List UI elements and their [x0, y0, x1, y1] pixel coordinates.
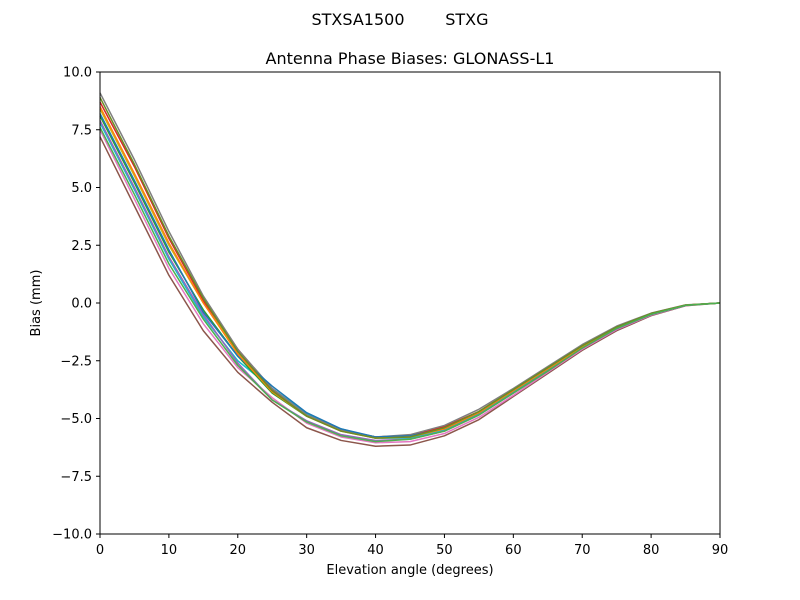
- x-tick-label: 0: [96, 543, 104, 558]
- y-axis-ticks: −10.0 −7.5 −5.0 −2.5 0.0 2.5 5.0 7.5 10.0: [52, 66, 100, 543]
- x-tick-label: 60: [505, 543, 522, 558]
- x-axis-label: Elevation angle (degrees): [326, 563, 493, 578]
- y-axis-label: Bias (mm): [29, 270, 44, 337]
- y-tick-label: 7.5: [71, 123, 92, 138]
- y-tick-label: −7.5: [60, 470, 92, 485]
- series-line-7: [99, 92, 721, 438]
- chart-suptitle: STXSA1500 STXG: [312, 10, 489, 29]
- chart-title: Antenna Phase Biases: GLONASS-L1: [266, 49, 555, 68]
- x-tick-label: 90: [712, 543, 729, 558]
- x-tick-label: 20: [230, 543, 247, 558]
- x-tick-label: 80: [643, 543, 660, 558]
- y-tick-label: 2.5: [71, 239, 92, 254]
- x-tick-label: 40: [367, 543, 384, 558]
- series-line-11: [99, 97, 721, 439]
- x-tick-label: 10: [161, 543, 178, 558]
- y-tick-label: −2.5: [60, 354, 92, 369]
- series-line-12: [99, 127, 721, 443]
- y-tick-label: 10.0: [63, 66, 92, 81]
- x-tick-label: 70: [574, 543, 591, 558]
- y-tick-label: 0.0: [71, 297, 92, 312]
- y-tick-label: −10.0: [52, 528, 92, 543]
- series-layer: [99, 92, 721, 447]
- x-tick-label: 30: [298, 543, 315, 558]
- x-axis-ticks: 0 10 20 30 40 50 60 70 80 90: [96, 534, 728, 558]
- x-tick-label: 50: [436, 543, 453, 558]
- y-tick-label: 5.0: [71, 181, 92, 196]
- y-tick-label: −5.0: [60, 412, 92, 427]
- series-line-1: [99, 136, 721, 447]
